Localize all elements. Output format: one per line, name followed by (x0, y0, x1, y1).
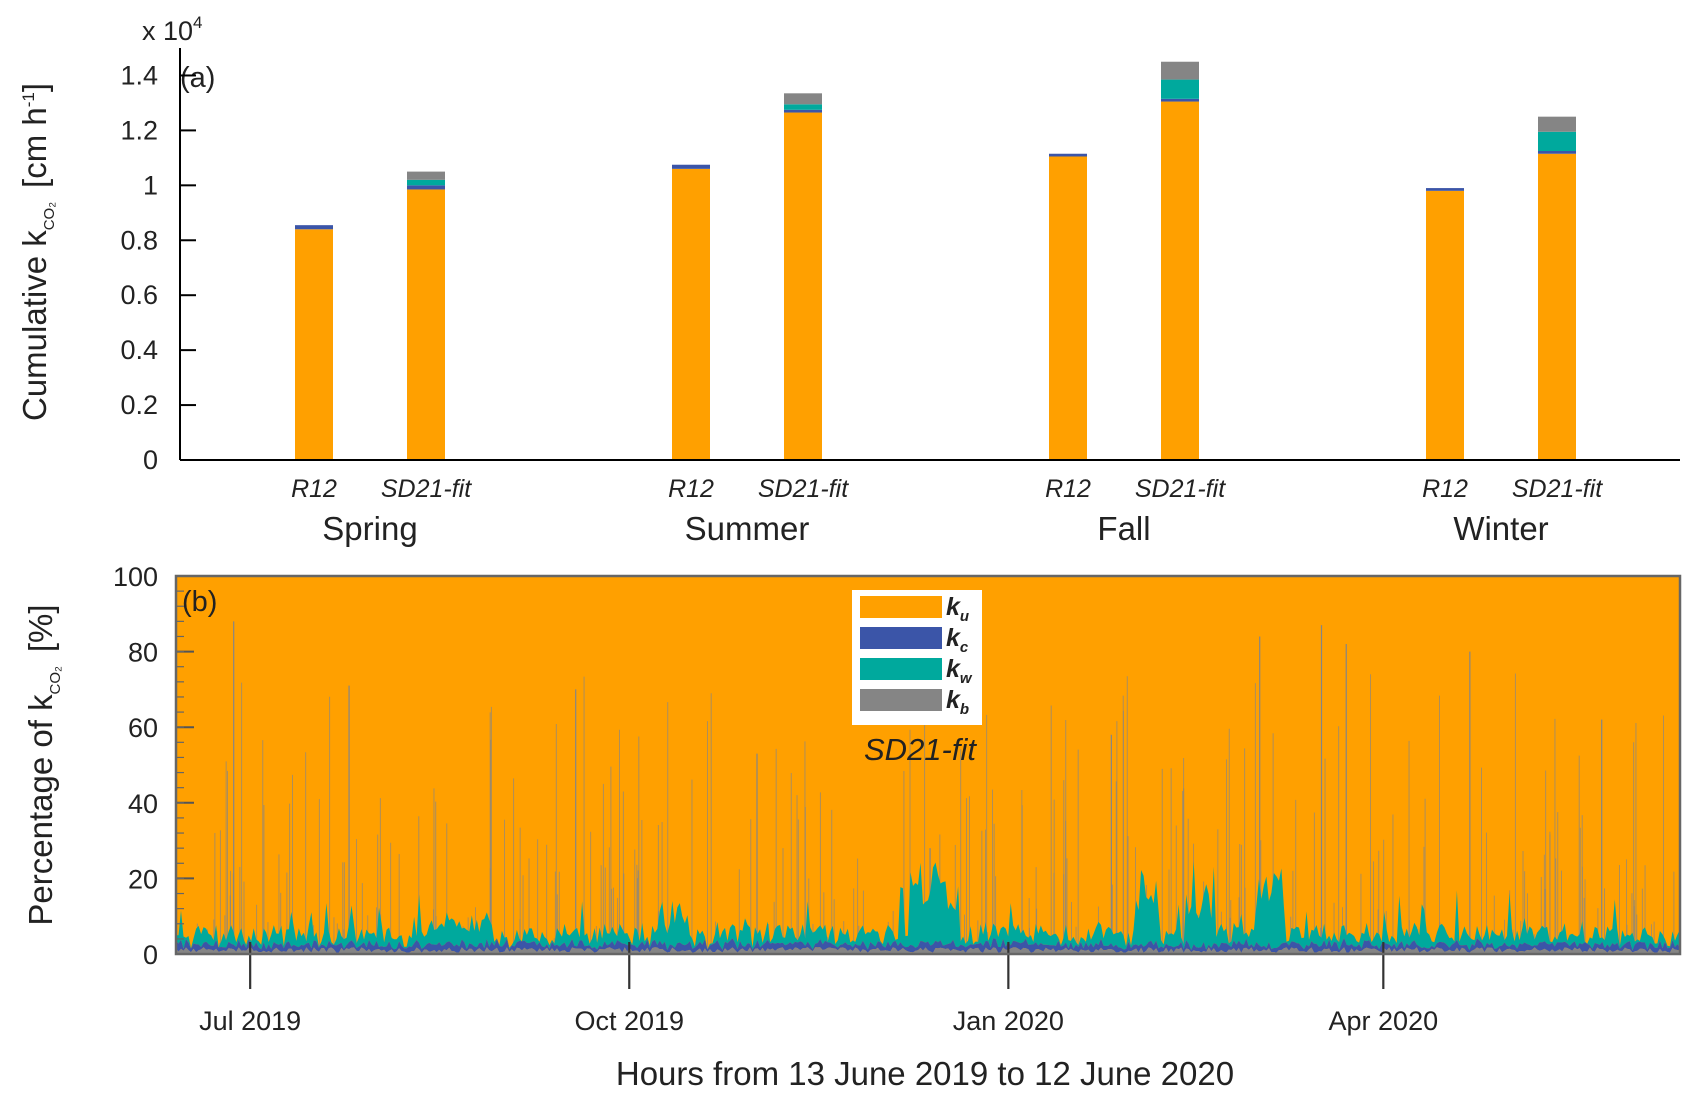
panel-b-ticks: 0 20 40 60 80 100 Jul 2019 Oct 2019 Jan 2020 Apr … (113, 562, 1438, 1036)
bar-ku-winter-sd21-fit (1538, 153, 1576, 460)
panel-a-category-label: R12 (1422, 475, 1468, 503)
legend-label-kw: kw (946, 655, 973, 687)
legend-swatch-kb (860, 689, 942, 711)
bar-ku-summer-sd21-fit (784, 112, 822, 461)
kw-area (176, 861, 1680, 951)
exponent-label: x 104 (142, 13, 203, 46)
panel-a-bars (295, 61, 1576, 461)
panel-b-area-chart: 0 20 40 60 80 100 Jul 2019 Oct 2019 Jan 2020 Apr … (22, 562, 1682, 1092)
bar-kb-spring-sd21-fit (407, 171, 445, 180)
panel-a-season-label: Summer (685, 510, 810, 547)
panel-b-frame (174, 574, 1682, 956)
bar-kw-summer-sd21-fit (784, 104, 822, 110)
bar-ku-fall-r12 (1049, 156, 1087, 460)
legend-label-ku: ku (946, 593, 969, 625)
bar-kc-winter-r12 (1426, 188, 1464, 191)
panel-a-label: (a) (180, 62, 215, 94)
panel-b-bottom-bands (176, 861, 1680, 954)
bar-kc-summer-r12 (672, 164, 710, 169)
bar-ku-fall-sd21-fit (1161, 101, 1199, 460)
panel-a-season-label: Spring (322, 510, 417, 547)
panel-a-category-label: SD21-fit (1135, 475, 1226, 503)
bar-ku-spring-r12 (295, 229, 333, 460)
bar-kw-winter-sd21-fit (1538, 131, 1576, 151)
panel-b-x-tick-label: Jan 2020 (953, 1006, 1064, 1036)
panel-a-season-label: Fall (1097, 510, 1150, 547)
bar-kb-winter-sd21-fit (1538, 116, 1576, 132)
bar-kc-summer-sd21-fit (784, 109, 822, 113)
bar-kc-fall-sd21-fit (1161, 98, 1199, 102)
legend-swatch-ku (860, 596, 942, 618)
panel-a-y-axis: 0 0.2 0.4 0.6 0.8 1 1.2 1.4 (120, 60, 196, 475)
panel-b-x-tick-label: Oct 2019 (574, 1006, 684, 1036)
legend-swatch-kc (860, 627, 942, 649)
panel-a-y-tick-label: 0.6 (120, 280, 158, 310)
panel-a-category-label: R12 (291, 475, 337, 503)
legend-label-kb: kb (946, 686, 969, 718)
panel-a-y-tick-label: 0 (143, 445, 158, 475)
bar-kc-fall-r12 (1049, 153, 1087, 157)
panel-b-y-tick-label: 100 (113, 562, 158, 592)
panel-b-x-tick-label: Jul 2019 (199, 1006, 301, 1036)
panel-b-label: (b) (182, 586, 217, 618)
panel-a-category-label: SD21-fit (1512, 475, 1603, 503)
panel-a-y-tick-label: 1 (143, 170, 158, 200)
panel-a-y-tick-label: 0.8 (120, 225, 158, 255)
panel-b-y-axis-label: Percentage of kCO₂[%] (22, 604, 64, 925)
bar-ku-spring-sd21-fit (407, 189, 445, 460)
bar-kc-spring-r12 (295, 225, 333, 230)
panel-a-season-label: Winter (1453, 510, 1548, 547)
panel-a-y-tick-label: 0.4 (120, 335, 158, 365)
panel-b-y-tick-label: 80 (128, 638, 158, 668)
panel-a-category-label: SD21-fit (758, 475, 849, 503)
kb-area (176, 947, 1680, 954)
panel-a-y-axis-label: Cumulative kCO₂[cm h-1] (16, 83, 58, 421)
panel-b-x-axis-label: Hours from 13 June 2019 to 12 June 2020 (616, 1055, 1234, 1092)
bar-kb-summer-sd21-fit (784, 93, 822, 105)
kc-area (176, 938, 1680, 953)
panel-b-y-tick-label: 20 (128, 864, 158, 894)
bar-kw-fall-sd21-fit (1161, 79, 1199, 99)
legend-swatch-kw (860, 658, 942, 680)
bar-ku-summer-r12 (672, 168, 710, 460)
legend-label-kc: kc (946, 624, 969, 656)
panel-a-y-tick-label: 1.2 (120, 115, 158, 145)
bar-kb-fall-sd21-fit (1161, 61, 1199, 80)
panel-a-x-labels: R12 SD21-fit Spring R12 SD21-fit Summer R12 SD2… (291, 475, 1603, 547)
panel-b-y-tick-label: 40 (128, 789, 158, 819)
panel-a-category-label: R12 (1045, 475, 1091, 503)
bar-kw-spring-sd21-fit (407, 179, 445, 186)
panel-b-y-tick-label: 60 (128, 713, 158, 743)
bar-kc-winter-sd21-fit (1538, 151, 1576, 154)
panel-a-category-label: R12 (668, 475, 714, 503)
panel-a-bar-chart: x 104 (a) 0 0.2 0.4 0.6 0.8 1 1.2 1.4 R12 SD21-f… (16, 13, 1680, 547)
panel-b-note: SD21-fit (864, 732, 977, 767)
panel-a-y-tick-label: 1.4 (120, 60, 158, 90)
panel-a-category-label: SD21-fit (381, 475, 472, 503)
panel-b-y-tick-label: 0 (143, 940, 158, 970)
bar-ku-winter-r12 (1426, 190, 1464, 460)
bar-kc-spring-sd21-fit (407, 185, 445, 190)
panel-a-y-tick-label: 0.2 (120, 390, 158, 420)
panel-b-x-tick-label: Apr 2020 (1329, 1006, 1439, 1036)
